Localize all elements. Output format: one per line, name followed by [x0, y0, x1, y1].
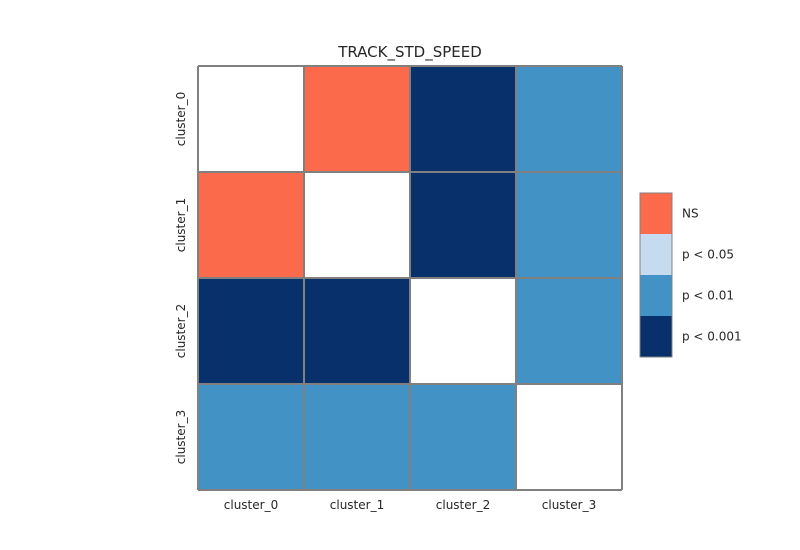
heatmap-cells	[198, 66, 622, 490]
heatmap-cell-cluster_3-cluster_3	[516, 384, 622, 490]
legend-swatch	[640, 193, 672, 234]
heatmap-cell-cluster_2-cluster_2	[410, 278, 516, 384]
legend-swatch	[640, 316, 672, 357]
heatmap-cell-cluster_1-cluster_1	[304, 172, 410, 278]
heatmap-cell-cluster_1-cluster_0	[198, 172, 304, 278]
y-tick-label: cluster_3	[174, 410, 188, 464]
heatmap-cell-cluster_0-cluster_1	[304, 66, 410, 172]
heatmap-cell-cluster_2-cluster_3	[516, 278, 622, 384]
legend-label: p < 0.01	[682, 289, 734, 303]
heatmap-cell-cluster_3-cluster_1	[304, 384, 410, 490]
x-tick-label: cluster_1	[330, 498, 384, 512]
heatmap-grid	[197, 65, 623, 491]
chart-title: TRACK_STD_SPEED	[337, 43, 482, 62]
y-tick-label: cluster_1	[174, 198, 188, 252]
y-tick-label: cluster_2	[174, 304, 188, 358]
heatmap-cell-cluster_3-cluster_0	[198, 384, 304, 490]
y-tick-labels: cluster_0 cluster_1 cluster_2 cluster_3	[174, 92, 188, 464]
heatmap-cell-cluster_1-cluster_2	[410, 172, 516, 278]
x-tick-label: cluster_0	[224, 498, 278, 512]
heatmap-cell-cluster_2-cluster_0	[198, 278, 304, 384]
heatmap-cell-cluster_0-cluster_3	[516, 66, 622, 172]
legend-swatch	[640, 234, 672, 275]
heatmap-cell-cluster_1-cluster_3	[516, 172, 622, 278]
legend-border	[639, 192, 673, 358]
x-tick-label: cluster_3	[542, 498, 596, 512]
legend-swatch	[640, 275, 672, 316]
legend-label: p < 0.001	[682, 330, 742, 344]
heatmap-cell-cluster_0-cluster_2	[410, 66, 516, 172]
legend: NS p < 0.05 p < 0.01 p < 0.001	[639, 192, 742, 358]
heatmap-cell-cluster_3-cluster_2	[410, 384, 516, 490]
legend-label: NS	[682, 207, 699, 221]
x-tick-labels: cluster_0 cluster_1 cluster_2 cluster_3	[224, 498, 596, 512]
x-tick-label: cluster_2	[436, 498, 490, 512]
y-tick-label: cluster_0	[174, 92, 188, 146]
heatmap-cell-cluster_0-cluster_0	[198, 66, 304, 172]
legend-label: p < 0.05	[682, 248, 734, 262]
heatmap-cell-cluster_2-cluster_1	[304, 278, 410, 384]
